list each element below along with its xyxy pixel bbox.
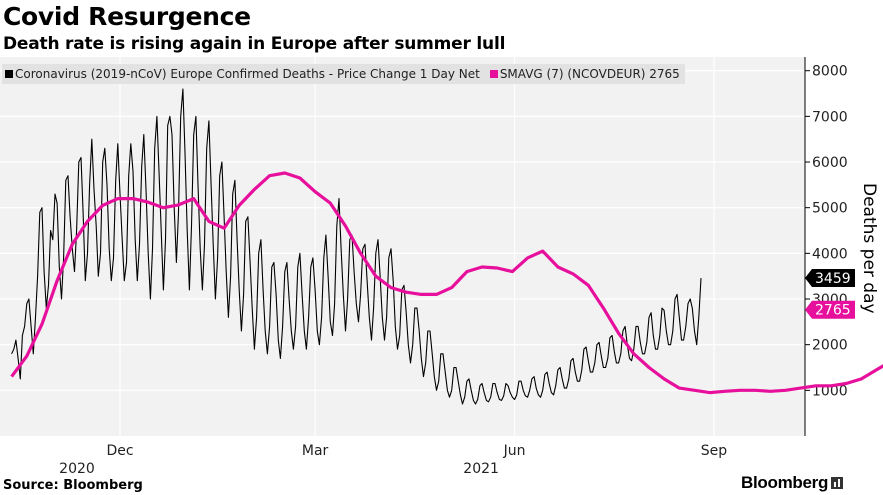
legend-label-average: SMAVG (7) (NCOVDEUR) 2765	[499, 67, 680, 81]
legend-label-daily: Coronavirus (2019-nCoV) Europe Confirmed…	[15, 67, 480, 81]
x-tick-label: Dec	[106, 443, 133, 459]
grid-lines	[0, 57, 805, 436]
x-tick-label: Sep	[701, 443, 728, 459]
last-value-tag-average-shape	[805, 300, 855, 319]
y-axis-label: Deaths per day	[859, 183, 879, 314]
last-value-tag-daily-text: 3459	[815, 271, 851, 287]
last-value-tag-daily-shape	[805, 269, 855, 288]
series-daily-line	[11, 88, 702, 405]
legend-swatch-daily	[5, 70, 13, 78]
last-value-markers: 3459 2765	[805, 269, 855, 319]
y-tick-label: 2000	[812, 338, 848, 354]
x-tick-label: Mar	[302, 443, 329, 459]
source-note: Source: Bloomberg	[3, 478, 143, 493]
series-lines	[10, 88, 883, 405]
chart-title: Covid Resurgence	[3, 2, 251, 31]
last-value-tag-average-text: 2765	[815, 303, 851, 319]
brand-logo: Bloomberg	[741, 473, 844, 493]
series-average-line	[10, 171, 883, 395]
x-year-label: 2021	[463, 461, 499, 477]
brand-name: Bloomberg	[741, 473, 829, 492]
last-value-tag-average: 2765	[805, 300, 855, 319]
legend: Coronavirus (2019-nCoV) Europe Confirmed…	[2, 64, 685, 84]
y-tick-label: 8000	[812, 64, 848, 80]
chart-subtitle: Death rate is rising again in Europe aft…	[3, 34, 506, 54]
x-tick-label: Jun	[503, 443, 526, 459]
legend-swatch-average	[489, 70, 498, 78]
plot-area	[0, 57, 805, 436]
bar-chart-icon	[831, 477, 844, 489]
x-axis: Dec Mar Jun Sep 2020 2021	[59, 443, 727, 477]
y-tick-label: 6000	[812, 155, 848, 171]
last-value-tag-daily: 3459	[805, 269, 855, 288]
y-tick-label: 4000	[812, 246, 848, 262]
y-tick-label: 5000	[812, 201, 848, 217]
y-tick-label: 7000	[812, 109, 848, 125]
x-year-label: 2020	[59, 461, 95, 477]
